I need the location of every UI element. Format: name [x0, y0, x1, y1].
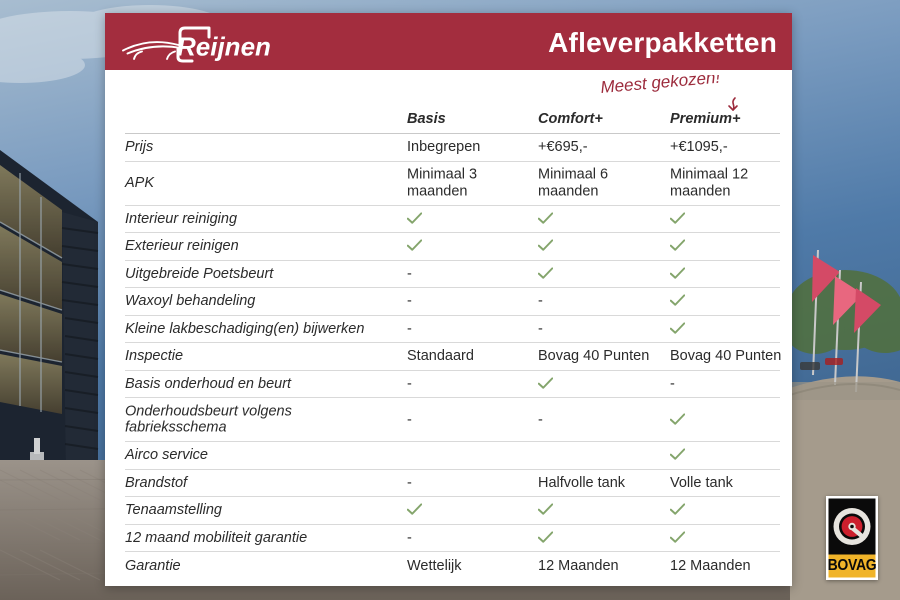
svg-text:BOVAG: BOVAG	[828, 557, 877, 574]
svg-text:Reijnen: Reijnen	[177, 32, 271, 62]
svg-text:Meest gekozen!: Meest gekozen!	[600, 75, 721, 97]
